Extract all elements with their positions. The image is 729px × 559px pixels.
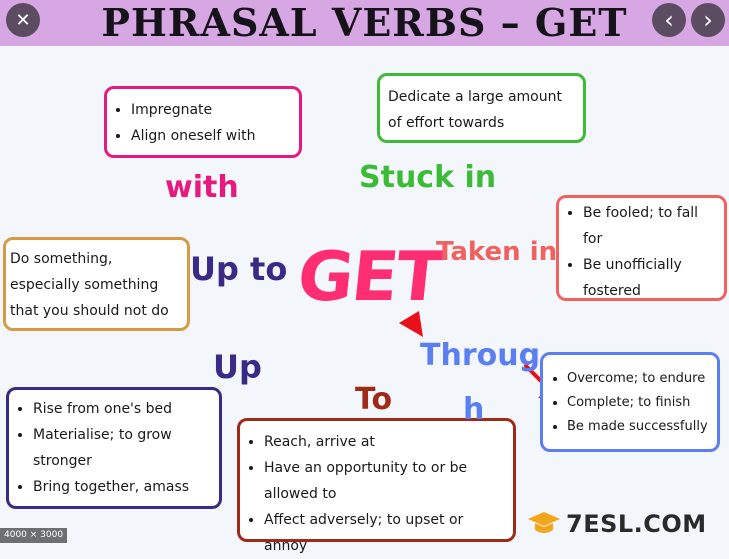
- meaning-box-stuck-in: Dedicate a large amount of effort toward…: [377, 73, 586, 143]
- meaning-item: Have an opportunity to or be allowed to: [264, 455, 505, 507]
- next-button[interactable]: ›: [691, 3, 725, 37]
- meaning-item: Affect adversely; to upset or annoy: [264, 507, 505, 559]
- site-logo: 7ESL.COM: [526, 510, 707, 538]
- page-title: PHRASAL VERBS – GET: [101, 0, 628, 45]
- meaning-item: Materialise; to grow stronger: [33, 422, 211, 474]
- meaning-item: Be unofficially fostered: [583, 252, 716, 304]
- meaning-item: Do something, especially something that …: [10, 251, 169, 319]
- chevron-left-icon: ‹: [664, 6, 674, 34]
- meaning-item: Be fooled; to fall for: [583, 200, 716, 252]
- logo-text: 7ESL.COM: [566, 510, 707, 538]
- arrow-head: [399, 311, 423, 337]
- meaning-box-up: Rise from one's bed Materialise; to grow…: [6, 387, 222, 509]
- meaning-item: Bring together, amass: [33, 474, 211, 500]
- close-icon: ✕: [15, 9, 31, 31]
- title-banner: [0, 0, 729, 46]
- verb-label-up: Up: [213, 348, 262, 386]
- meaning-item: Complete; to finish: [567, 391, 709, 415]
- verb-label-with: with: [165, 170, 239, 205]
- verb-label-taken-in: Taken in: [436, 237, 558, 267]
- close-button[interactable]: ✕: [6, 3, 40, 37]
- meaning-box-with: Impregnate Align oneself with: [104, 86, 302, 158]
- arrow-icon: [399, 311, 423, 337]
- image-size-badge: 4000 × 3000: [0, 528, 68, 543]
- previous-button[interactable]: ‹: [652, 3, 686, 37]
- meaning-box-through: Overcome; to endure Complete; to finish …: [540, 352, 720, 452]
- meaning-item: Align oneself with: [131, 123, 291, 149]
- chevron-right-icon: ›: [703, 6, 713, 34]
- verb-label-through: Throug: [420, 338, 541, 373]
- meaning-item: Overcome; to endure: [567, 367, 709, 391]
- meaning-item: Dedicate a large amount of effort toward…: [388, 89, 562, 131]
- verb-label-up-to: Up to: [190, 250, 288, 288]
- verb-label-to: To: [355, 382, 393, 417]
- verb-label-stuck-in: Stuck in: [359, 160, 497, 195]
- meaning-item: Rise from one's bed: [33, 396, 211, 422]
- graduation-cap-icon: [528, 512, 560, 533]
- meaning-box-up-to: Do something, especially something that …: [3, 237, 190, 331]
- meaning-box-taken-in: Be fooled; to fall for Be unofficially f…: [556, 195, 727, 301]
- meaning-item: Be made successfully: [567, 415, 709, 439]
- meaning-box-to: Reach, arrive at Have an opportunity to …: [237, 418, 516, 554]
- verb-label-through-end: h: [463, 392, 485, 427]
- meaning-item: Impregnate: [131, 97, 291, 123]
- meaning-item: Reach, arrive at: [264, 429, 505, 455]
